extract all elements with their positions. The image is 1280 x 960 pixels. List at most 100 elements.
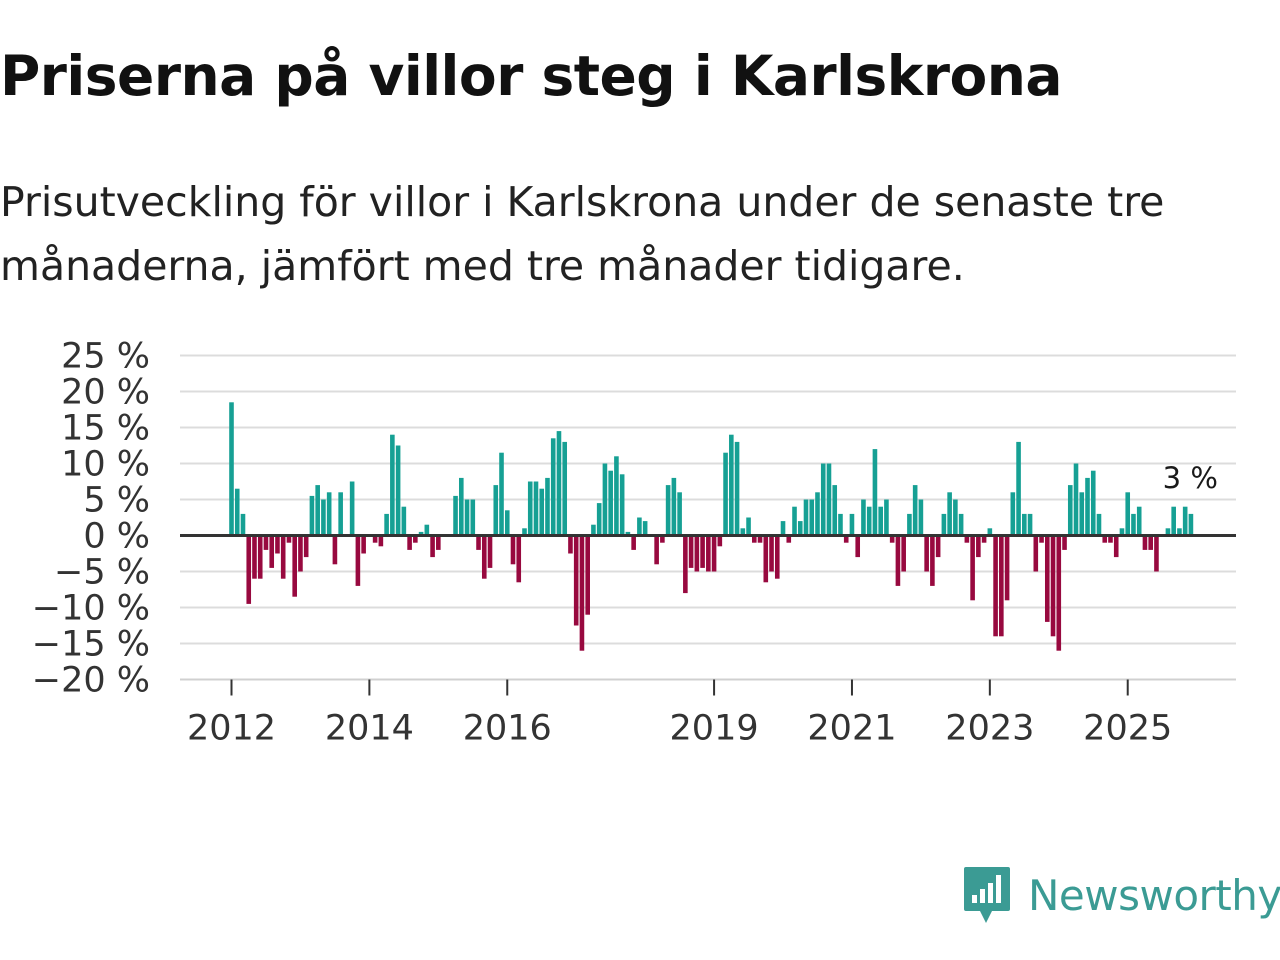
- bar: [556, 431, 562, 536]
- bar: [683, 535, 688, 594]
- bar: [947, 492, 952, 536]
- bar: [717, 535, 723, 547]
- bar: [677, 492, 682, 536]
- bar: [1022, 513, 1027, 536]
- bar: [999, 535, 1004, 637]
- bar: [384, 513, 389, 536]
- bar: [907, 513, 912, 536]
- bars: [229, 402, 1194, 651]
- bar: [407, 535, 412, 550]
- bar: [924, 535, 929, 572]
- bar: [1044, 535, 1050, 622]
- bar: [625, 531, 631, 536]
- bar: [941, 513, 947, 536]
- bar: [229, 402, 234, 536]
- bar: [1102, 535, 1108, 543]
- bar: [355, 535, 361, 586]
- bar: [436, 535, 441, 550]
- bar: [706, 535, 711, 572]
- bar: [671, 477, 677, 536]
- bar: [591, 524, 596, 536]
- bar: [654, 535, 659, 565]
- bar: [878, 506, 883, 536]
- bar: [953, 499, 958, 536]
- x-tick-label: 2021: [807, 709, 896, 749]
- bar: [1165, 528, 1171, 536]
- y-tick-label: 20 %: [61, 373, 150, 413]
- bar: [522, 528, 527, 536]
- bar: [637, 517, 642, 536]
- bar: [1096, 513, 1102, 536]
- bar: [918, 499, 924, 536]
- bar: [729, 434, 734, 536]
- y-tick-label: 5 %: [83, 481, 150, 521]
- bar: [786, 535, 792, 543]
- newsworthy-logo: Newsworthy: [962, 862, 1280, 928]
- bar: [1033, 535, 1039, 572]
- bar: [1171, 506, 1176, 536]
- brand-name: Newsworthy: [1028, 870, 1280, 920]
- bar: [1050, 535, 1056, 637]
- bar: [1039, 535, 1044, 543]
- bar: [769, 535, 774, 572]
- bar: [602, 463, 608, 536]
- bar: [619, 474, 625, 536]
- bar: [562, 441, 568, 536]
- bar: [527, 481, 533, 536]
- bar: [981, 535, 987, 543]
- bar: [700, 535, 705, 568]
- bar: [401, 506, 407, 536]
- bar: [263, 535, 269, 550]
- bar: [1148, 535, 1153, 550]
- x-tick-label: 2023: [945, 709, 1034, 749]
- bar: [752, 535, 757, 543]
- y-tick-label: 15 %: [61, 409, 150, 449]
- bar: [338, 492, 343, 536]
- bar: [234, 488, 240, 536]
- bar: [424, 524, 430, 536]
- bar: [579, 535, 585, 651]
- bar: [516, 535, 522, 583]
- y-axis-labels: 25 %20 %15 %10 %5 %0 %−5 %−10 %−15 %−20 …: [32, 337, 150, 701]
- y-tick-label: 0 %: [83, 517, 150, 557]
- bar: [614, 456, 619, 536]
- bar: [935, 535, 941, 558]
- bar: [1062, 535, 1067, 550]
- bar: [895, 535, 901, 586]
- bar: [866, 506, 872, 536]
- bar: [809, 499, 815, 536]
- bar: [476, 535, 481, 550]
- bar: [240, 513, 246, 536]
- bar: [418, 531, 424, 536]
- newsworthy-logo-icon: [964, 867, 1010, 923]
- bar: [1131, 513, 1136, 536]
- bar: [912, 485, 918, 536]
- bar: [660, 535, 665, 543]
- bar: [378, 535, 384, 547]
- bar: [1004, 535, 1010, 601]
- bar: [855, 535, 861, 558]
- x-tick-label: 2012: [187, 709, 276, 749]
- bar: [832, 485, 838, 536]
- bar: [792, 506, 797, 536]
- bar: [958, 513, 964, 536]
- bar: [843, 535, 849, 543]
- bar: [504, 510, 510, 536]
- bar: [970, 535, 975, 601]
- bar: [987, 528, 993, 536]
- y-tick-label: −20 %: [32, 661, 150, 701]
- bar: [349, 481, 355, 536]
- bar: [470, 499, 476, 536]
- bar: [390, 434, 395, 536]
- bar: [1177, 528, 1182, 536]
- bar: [596, 503, 602, 536]
- x-tick-label: 2019: [670, 709, 759, 749]
- y-tick-label: −10 %: [32, 589, 150, 629]
- bar: [585, 535, 590, 615]
- bar: [826, 463, 832, 536]
- bar: [533, 481, 539, 536]
- y-tick-label: 10 %: [61, 445, 150, 485]
- bar: [889, 535, 895, 543]
- bar: [459, 477, 464, 536]
- bar: [872, 449, 878, 536]
